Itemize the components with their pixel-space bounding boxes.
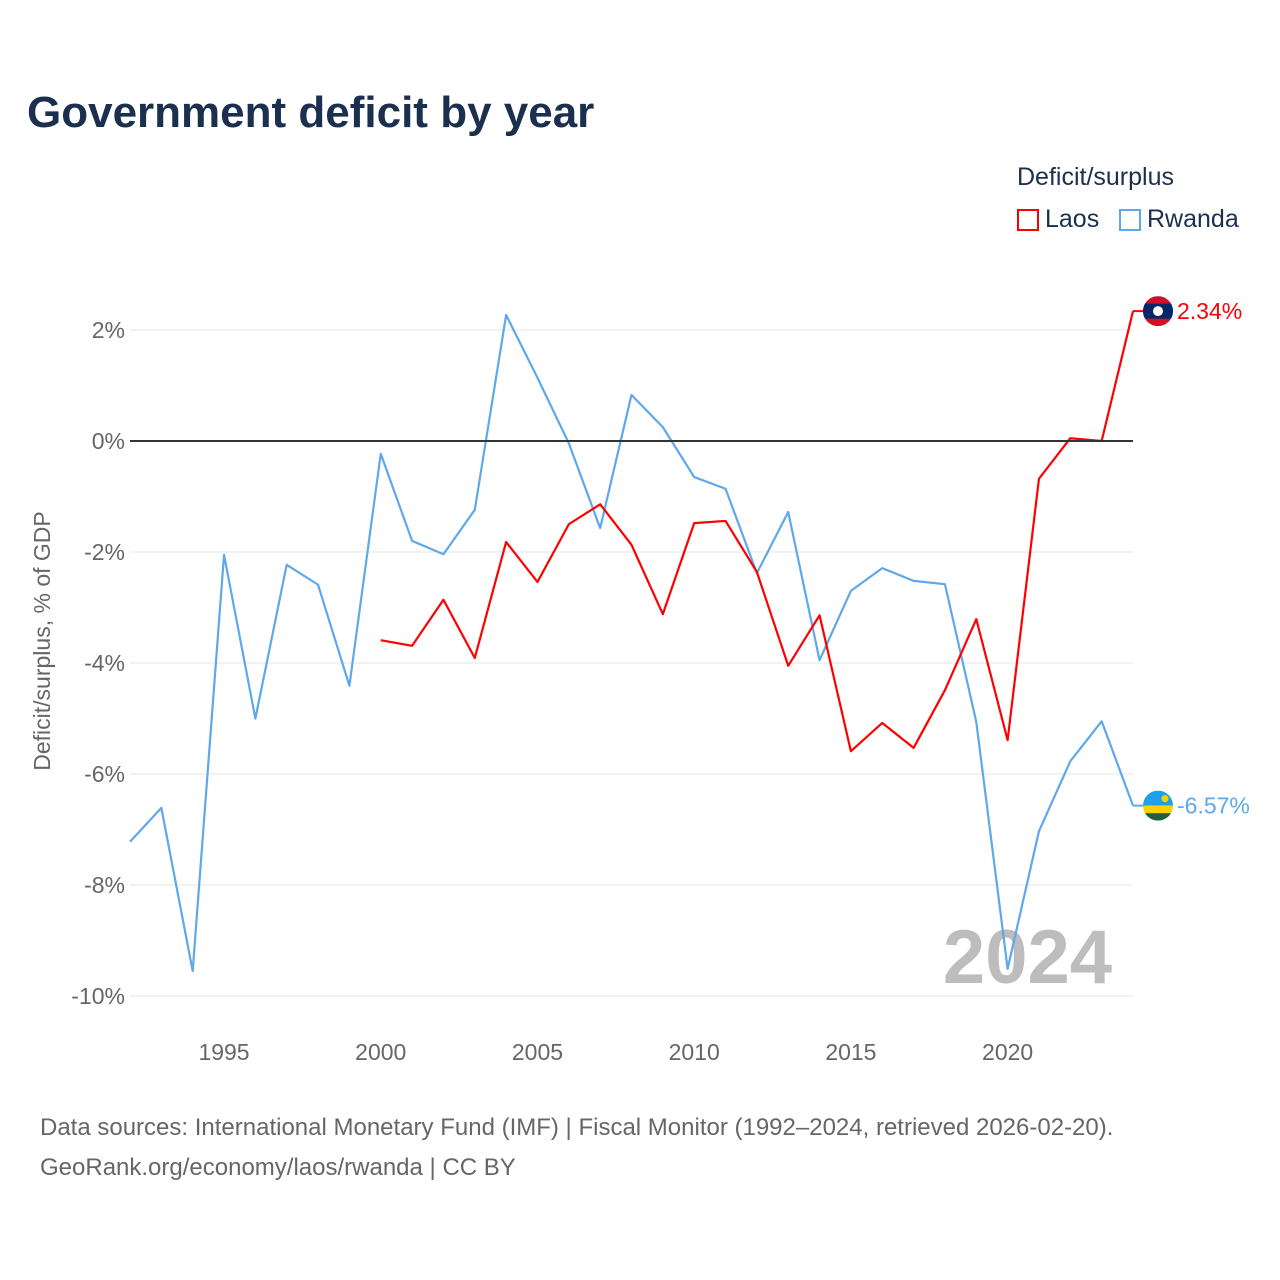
legend-label-laos: Laos <box>1045 205 1100 233</box>
series-line-rwanda <box>129 313 1135 973</box>
laos-flag-icon <box>1143 296 1173 327</box>
y-tick-label: 2% <box>92 317 125 343</box>
y-axis-label: Deficit/surplus, % of GDP <box>29 511 55 770</box>
source-line-1: Data sources: International Monetary Fun… <box>40 1114 1114 1141</box>
chart-title: Government deficit by year <box>27 88 595 137</box>
series-line-laos <box>380 310 1135 753</box>
x-tick-label: 2015 <box>825 1039 876 1065</box>
legend-item-laos[interactable]: Laos <box>1017 205 1099 234</box>
y-tick-label: -6% <box>84 761 125 787</box>
legend-title: Deficit/surplus <box>1017 163 1174 191</box>
source-line-2: GeoRank.org/economy/laos/rwanda | CC BY <box>40 1154 516 1181</box>
legend-item-rwanda[interactable]: Rwanda <box>1119 205 1239 234</box>
x-tick-label: 2005 <box>512 1039 563 1065</box>
y-tick-label: -4% <box>84 650 125 676</box>
rwanda-flag-icon <box>1143 790 1173 821</box>
y-tick-label: 0% <box>92 428 125 454</box>
x-tick-label: 2000 <box>355 1039 406 1065</box>
end-label-rwanda: -6.57% <box>1177 793 1250 819</box>
x-tick-label: 2010 <box>669 1039 720 1065</box>
legend-swatch-laos <box>1017 208 1039 231</box>
legend-label-rwanda: Rwanda <box>1147 205 1239 233</box>
legend-swatch-rwanda <box>1119 208 1141 231</box>
y-tick-label: -2% <box>84 539 125 565</box>
end-label-laos: 2.34% <box>1177 298 1242 324</box>
x-tick-label: 2020 <box>982 1039 1033 1065</box>
source-note: Data sources: International Monetary Fun… <box>40 1108 1113 1188</box>
year-watermark: 2024 <box>943 915 1112 1000</box>
y-tick-label: -10% <box>71 983 125 1009</box>
y-tick-label: -8% <box>84 872 125 898</box>
x-tick-label: 1995 <box>198 1039 249 1065</box>
